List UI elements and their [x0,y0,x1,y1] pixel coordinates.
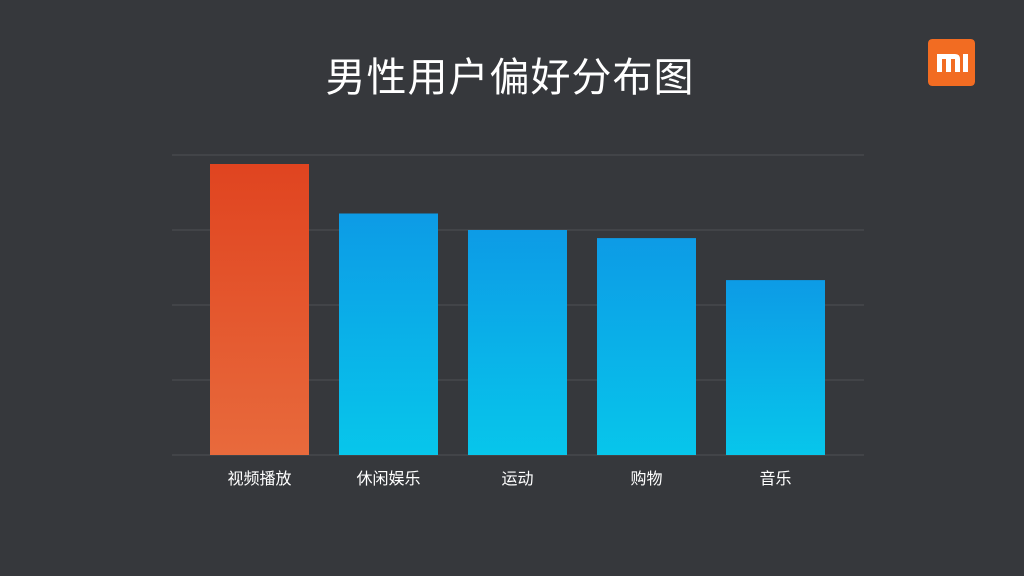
bar-1 [210,164,309,455]
x-tick-label: 音乐 [759,469,791,488]
page-title: 男性用户偏好分布图 [325,55,695,101]
x-tick-label: 休闲娱乐 [356,469,420,488]
bar-4 [597,238,696,455]
mi-logo-icon [928,39,975,86]
bar-5 [726,280,825,455]
x-axis-labels: 视频播放 休闲娱乐 运动 购物 音乐 [227,469,791,488]
bars [210,164,825,455]
bar-2 [339,213,438,455]
x-tick-label: 购物 [630,469,662,488]
x-tick-label: 运动 [501,469,533,488]
x-tick-label: 视频播放 [227,469,291,488]
bar-3 [468,230,567,455]
